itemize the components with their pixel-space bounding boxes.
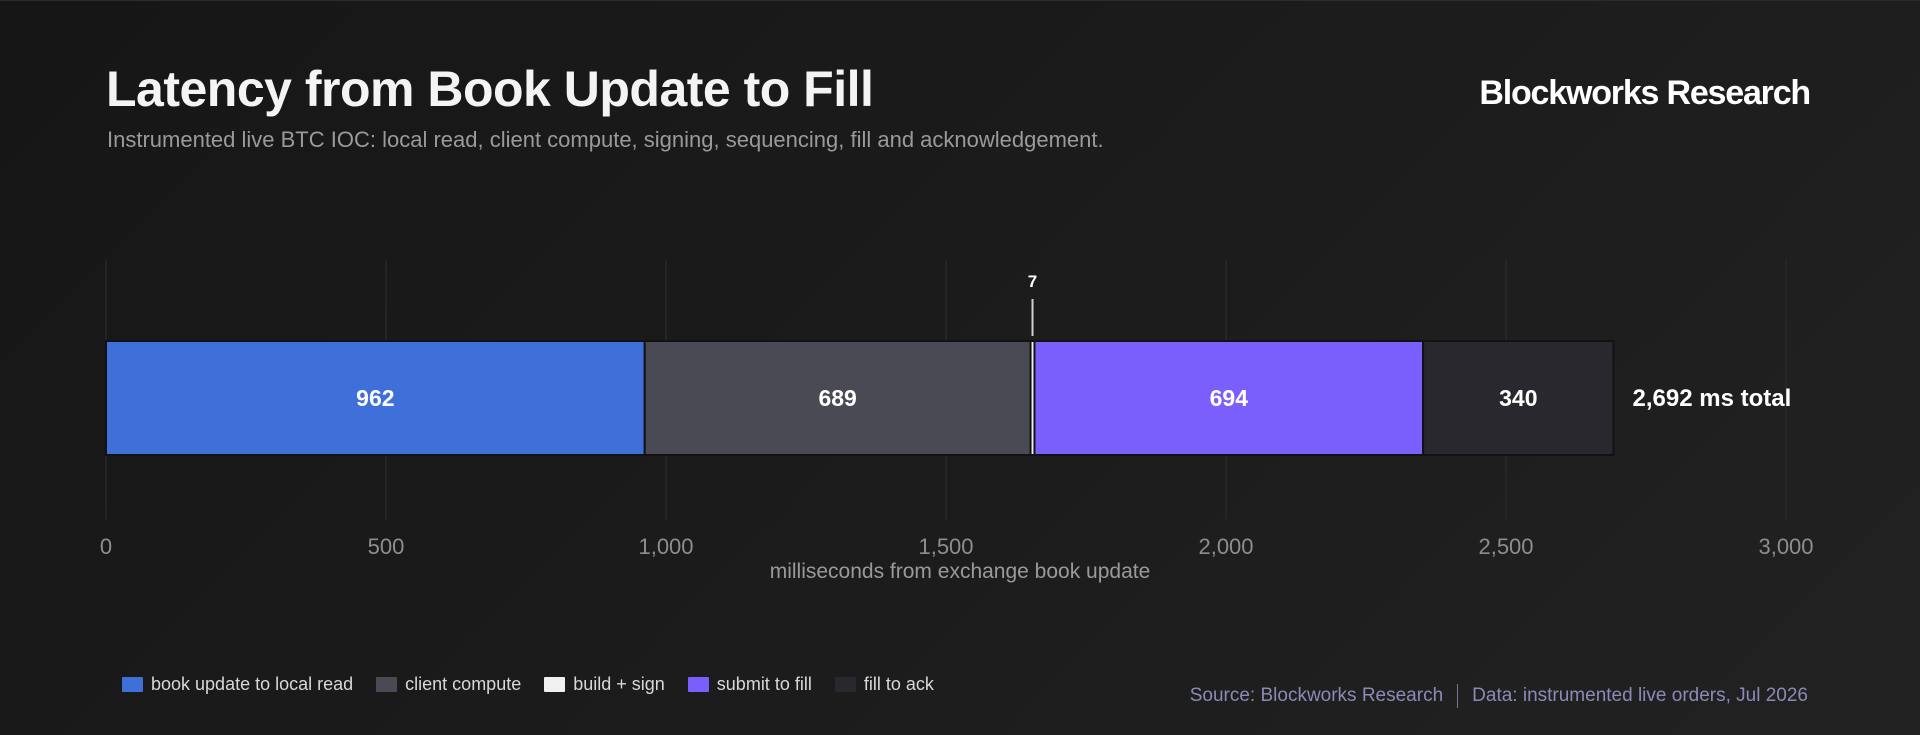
top-border	[0, 0, 1920, 1]
bar-value-label: 694	[1210, 385, 1249, 411]
chart-title: Latency from Book Update to Fill	[106, 61, 874, 117]
bar-value-label: 962	[356, 385, 394, 411]
legend-item: fill to ack	[834, 674, 934, 695]
legend-label: build + sign	[573, 674, 665, 694]
legend-label: submit to fill	[716, 674, 812, 694]
x-axis-label: milliseconds from exchange book update	[769, 560, 1151, 583]
source-text: Source: Blockworks Research	[1189, 685, 1444, 706]
legend-swatch	[122, 677, 143, 692]
legend-swatch	[834, 677, 856, 692]
x-tick-label: 500	[368, 534, 405, 559]
x-tick-label: 3,000	[1758, 534, 1813, 559]
legend-swatch	[376, 677, 398, 692]
legend: book update to local read client compute b…	[122, 674, 957, 695]
legend-label: client compute	[405, 674, 522, 694]
bar-value-label: 7	[1028, 272, 1037, 291]
source-separator	[1457, 684, 1459, 708]
legend-label: fill to ack	[863, 674, 934, 694]
source-note: Source: Blockworks Research Data: instru…	[1190, 684, 1808, 708]
bar-segment	[105, 340, 646, 456]
bar-segment	[1033, 340, 1425, 456]
data-note-text: Data: instrumented live orders, Jul 2026	[1472, 685, 1808, 706]
legend-item: submit to fill	[687, 674, 812, 695]
legend-swatch	[544, 677, 566, 692]
bar-value-label: 340	[1499, 385, 1537, 411]
x-tick-label: 1,500	[918, 534, 973, 559]
legend-item: book update to local read	[122, 674, 353, 695]
x-tick-label: 0	[100, 534, 112, 559]
legend-item: build + sign	[544, 674, 665, 695]
x-tick-label: 2,500	[1478, 534, 1533, 559]
bar-value-label: 689	[818, 385, 856, 411]
bar-segment	[1422, 340, 1615, 456]
brand-logo: Blockworks Research	[1479, 74, 1811, 112]
legend-label: book update to local read	[151, 674, 354, 694]
x-tick-label: 2,000	[1198, 534, 1253, 559]
chart-subtitle: Instrumented live BTC IOC: local read, c…	[107, 127, 1104, 152]
legend-swatch	[687, 677, 709, 692]
legend-item: client compute	[376, 674, 521, 695]
total-label: 2,692 ms total	[1633, 385, 1792, 412]
x-tick-label: 1,000	[638, 534, 693, 559]
bar-segment	[643, 340, 1032, 456]
